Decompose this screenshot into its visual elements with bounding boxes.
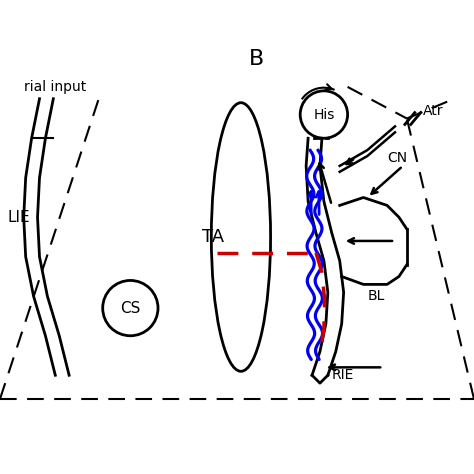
Text: CN: CN xyxy=(387,151,407,165)
Text: BL: BL xyxy=(367,289,385,303)
Text: TA: TA xyxy=(202,228,224,246)
Text: B: B xyxy=(249,49,264,69)
Text: Atr: Atr xyxy=(423,104,443,118)
Text: His: His xyxy=(313,108,335,121)
Text: LIE: LIE xyxy=(8,210,30,225)
Text: rial input: rial input xyxy=(24,80,86,94)
Text: RIE: RIE xyxy=(332,368,354,382)
Text: CS: CS xyxy=(120,301,140,316)
